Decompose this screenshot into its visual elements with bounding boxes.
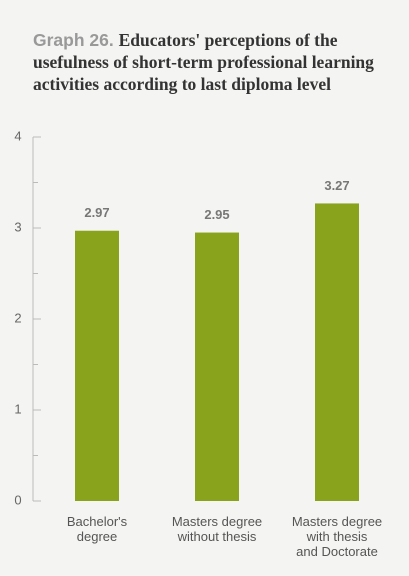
value-label: 3.27 bbox=[324, 178, 349, 193]
x-tick-label: Masters degree with thesis and Doctorate bbox=[291, 514, 383, 559]
y-tick-label: 3 bbox=[14, 219, 21, 234]
y-tick-label: 4 bbox=[14, 128, 21, 143]
chart-title: Educators' perceptions of the usefulness… bbox=[33, 30, 374, 94]
bar bbox=[75, 230, 119, 502]
bar bbox=[315, 203, 359, 501]
value-label: 2.95 bbox=[204, 207, 229, 222]
x-tick-label: Bachelor's degree bbox=[66, 514, 128, 544]
chart-title-label: Graph 26. bbox=[33, 30, 114, 50]
title-block: Graph 26. Educators' perceptions of the … bbox=[33, 29, 378, 95]
y-tick-label: 0 bbox=[14, 492, 21, 507]
y-tick-label: 1 bbox=[14, 401, 21, 416]
x-tick-label: Masters degree without thesis bbox=[171, 514, 263, 544]
y-tick-label: 2 bbox=[14, 310, 21, 325]
bar bbox=[195, 232, 239, 502]
value-label: 2.97 bbox=[84, 205, 109, 220]
